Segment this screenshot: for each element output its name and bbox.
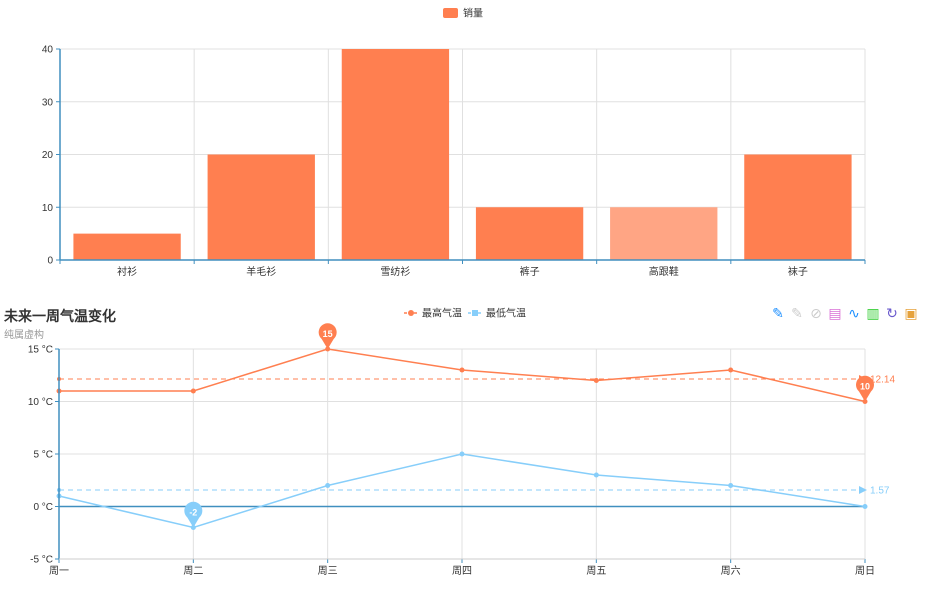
data-point: [593, 472, 599, 478]
pin-shape: [318, 323, 337, 349]
data-point: [190, 388, 196, 394]
line-chart-subtitle: 纯属虚构: [4, 330, 44, 341]
bar: [341, 49, 450, 260]
pin-label: 15: [323, 329, 333, 339]
average-label: 1.57: [870, 486, 890, 497]
x-tick-label: 周日: [855, 565, 875, 577]
legend-marker: [408, 310, 414, 316]
x-tick-label: 袜子: [788, 265, 808, 278]
x-tick-label: 周一: [49, 565, 69, 577]
data-point: [459, 367, 465, 373]
y-tick-label: 20: [42, 150, 54, 161]
mark-clear-icon[interactable]: ⊘: [810, 305, 822, 321]
y-tick-label: 10: [42, 203, 54, 214]
data-point: [459, 451, 465, 457]
y-tick-label: 40: [42, 45, 54, 56]
save-image-icon[interactable]: ▣: [904, 305, 918, 321]
pin-label: -2: [189, 508, 197, 518]
legend-label: 最低气温: [486, 307, 526, 320]
x-tick-label: 雪纺衫: [380, 265, 410, 278]
x-tick-label: 周三: [318, 565, 338, 577]
bar-chart-icon[interactable]: ▥: [866, 305, 880, 321]
y-tick-label: 10 °C: [28, 397, 53, 408]
x-tick-label: 周五: [586, 565, 606, 577]
toolbox: ✎ ✎ ⊘ ▤ ∿ ▥ ↻ ▣: [770, 305, 919, 321]
pin-label: 10: [860, 382, 870, 392]
bar: [475, 207, 584, 260]
y-tick-label: 15 °C: [28, 345, 53, 356]
legend-label: 最高气温: [422, 307, 462, 320]
bar: [73, 233, 181, 260]
y-tick-label: 0: [47, 256, 53, 267]
data-point: [728, 367, 734, 373]
data-view-icon[interactable]: ▤: [828, 305, 842, 321]
min-pin-marker: 10: [856, 375, 874, 402]
line-chart-title: 未来一周气温变化: [4, 308, 116, 324]
pin-shape: [184, 501, 203, 528]
bar: [207, 154, 315, 260]
line-chart-icon[interactable]: ∿: [848, 305, 860, 321]
y-tick-label: 0 °C: [33, 502, 53, 513]
y-tick-label: -5 °C: [30, 555, 53, 566]
bar: [744, 154, 852, 260]
min-pin-marker: -2: [184, 501, 203, 528]
pin-shape: [856, 375, 874, 402]
data-point: [325, 483, 331, 488]
bar-chart: 销量 0 10 20 30 40 衬衫 羊毛衫 雪纺衫 裤子 高跟鞋 袜子: [42, 7, 866, 278]
data-point: [728, 483, 734, 488]
average-label: 12.14: [870, 375, 895, 386]
x-tick-label: 周四: [452, 565, 472, 577]
max-pin-marker: 15: [318, 323, 337, 349]
x-tick-label: 周六: [721, 565, 741, 577]
restore-icon[interactable]: ↻: [886, 305, 898, 321]
legend-label: 销量: [463, 7, 483, 20]
legend-swatch: [443, 8, 458, 18]
mark-icon[interactable]: ✎: [772, 305, 784, 321]
x-tick-label: 周二: [183, 565, 203, 577]
legend-marker: [472, 310, 478, 316]
bar: [610, 207, 718, 260]
x-tick-label: 羊毛衫: [246, 265, 276, 278]
x-tick-label: 高跟鞋: [649, 265, 679, 278]
x-tick-label: 裤子: [520, 265, 540, 278]
y-tick-label: 30: [42, 97, 54, 108]
average-arrow: [859, 486, 867, 494]
data-point: [862, 504, 868, 509]
x-tick-label: 衬衫: [117, 265, 137, 278]
y-tick-label: 5 °C: [33, 450, 53, 461]
mark-undo-icon[interactable]: ✎: [791, 305, 803, 321]
data-point: [593, 378, 599, 383]
